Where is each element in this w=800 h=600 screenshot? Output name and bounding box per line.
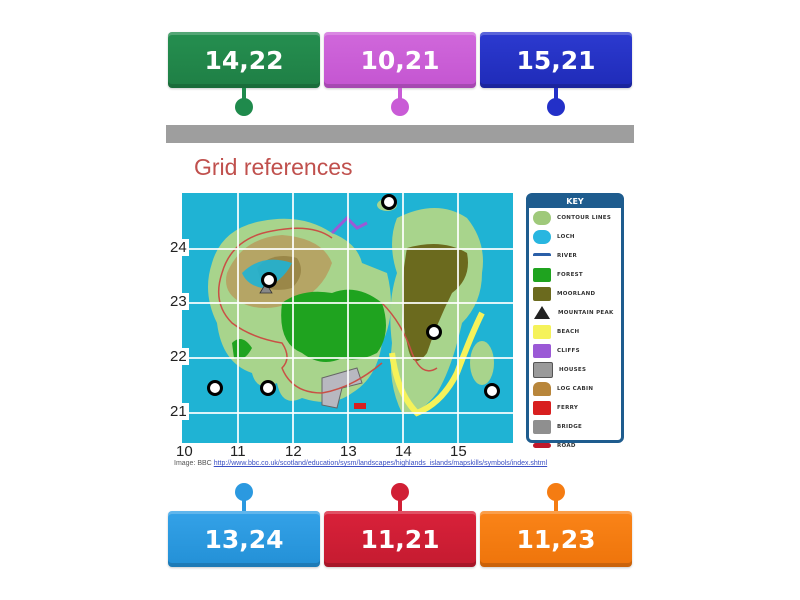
label-13-24[interactable]: 13,24 [168, 511, 320, 567]
drop-target-pin[interactable] [235, 483, 253, 501]
road-icon [533, 443, 551, 448]
grid-line [237, 193, 239, 443]
mountain-peak-icon [534, 306, 550, 319]
label-11-23[interactable]: 11,23 [480, 511, 632, 567]
x-axis-label: 11 [230, 443, 246, 460]
key-item-bridge: BRIDGE [529, 417, 621, 436]
grid-reference-map: Grid references [166, 146, 634, 476]
grid-line [292, 193, 294, 443]
contour-icon [533, 210, 551, 225]
key-item-forest: FOREST [529, 265, 621, 284]
key-item-beach: BEACH [529, 322, 621, 341]
credit-prefix: Image: BBC [174, 460, 212, 467]
map-marker[interactable] [207, 380, 223, 396]
key-item-houses: HOUSES [529, 360, 621, 379]
forest-icon [533, 267, 551, 282]
pin-stem [242, 88, 246, 100]
drop-target-pin[interactable] [391, 98, 409, 116]
beach-icon [533, 324, 551, 339]
grid-line [457, 193, 459, 443]
loch-icon [533, 229, 551, 244]
grid-line [182, 412, 513, 414]
key-item-ferry: FERRY [529, 398, 621, 417]
river-icon [533, 252, 551, 259]
divider-bar [166, 125, 634, 143]
credit-link[interactable]: http://www.bbc.co.uk/scotland/education/… [213, 460, 548, 467]
key-title: KEY [529, 196, 621, 208]
label-14-22[interactable]: 14,22 [168, 32, 320, 88]
grid-line [182, 302, 513, 304]
image-credit: Image: BBC http://www.bbc.co.uk/scotland… [174, 460, 547, 467]
y-axis-label: 22 [168, 348, 189, 365]
drop-target-pin[interactable] [235, 98, 253, 116]
key-item-contour-lines: CONTOUR LINES [529, 208, 621, 227]
label-15-21[interactable]: 15,21 [480, 32, 632, 88]
x-axis-label: 14 [395, 443, 412, 460]
log-cabin-icon [533, 381, 551, 396]
drop-target-pin[interactable] [547, 98, 565, 116]
grid-line [402, 193, 404, 443]
map-title: Grid references [194, 154, 353, 180]
pin-stem [398, 88, 402, 100]
y-axis-label: 24 [168, 239, 189, 256]
houses-icon [533, 361, 553, 378]
map-marker[interactable] [426, 324, 442, 340]
drop-target-pin[interactable] [547, 483, 565, 501]
label-11-21[interactable]: 11,21 [324, 511, 476, 567]
pin-stem [554, 88, 558, 100]
cliffs-icon [533, 343, 551, 358]
key-item-moorland: MOORLAND [529, 284, 621, 303]
map-marker[interactable] [260, 380, 276, 396]
key-item-log-cabin: LOG CABIN [529, 379, 621, 398]
key-item-cliffs: CLIFFS [529, 341, 621, 360]
map-marker[interactable] [484, 383, 500, 399]
bridge-icon [533, 419, 551, 434]
x-axis-label: 12 [285, 443, 302, 460]
map-marker[interactable] [381, 194, 397, 210]
grid-line [347, 193, 349, 443]
x-axis-label: 13 [340, 443, 357, 460]
key-item-road: ROAD [529, 436, 621, 455]
y-axis-label: 23 [168, 293, 189, 310]
map-key: KEY CONTOUR LINES LOCH RIVER FOREST MOOR… [526, 193, 624, 449]
grid-line [182, 248, 513, 250]
x-axis-label: 10 [176, 443, 193, 460]
drop-target-pin[interactable] [391, 483, 409, 501]
pin-stem [398, 500, 402, 512]
key-item-mountain-peak: MOUNTAIN PEAK [529, 303, 621, 322]
map-grid [182, 193, 513, 443]
y-axis-label: 21 [168, 403, 189, 420]
key-item-river: RIVER [529, 246, 621, 265]
key-item-loch: LOCH [529, 227, 621, 246]
label-10-21[interactable]: 10,21 [324, 32, 476, 88]
grid-line [182, 357, 513, 359]
pin-stem [242, 500, 246, 512]
ferry-icon [533, 400, 551, 415]
pin-stem [554, 500, 558, 512]
map-marker[interactable] [261, 272, 277, 288]
x-axis-label: 15 [450, 443, 467, 460]
moorland-icon [533, 286, 551, 301]
